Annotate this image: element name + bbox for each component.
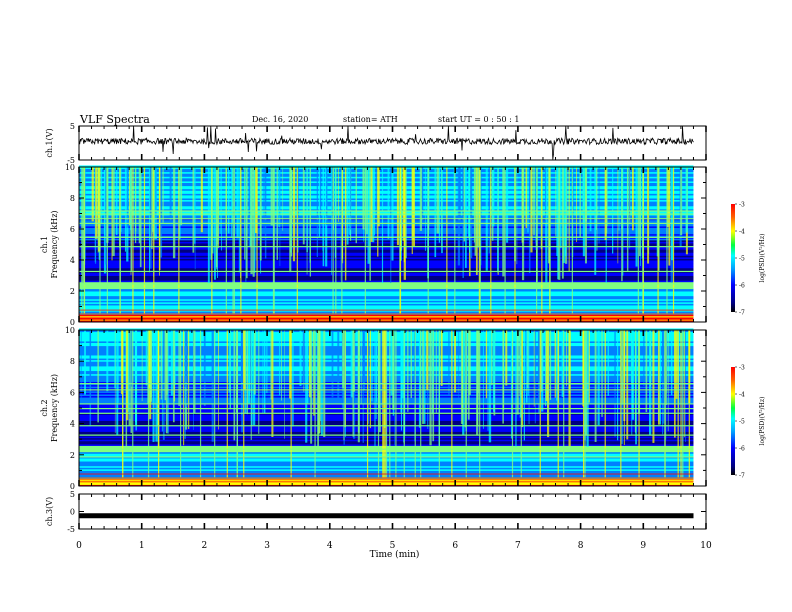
ytick-label: 6 <box>70 225 75 234</box>
ytick-label: 4 <box>70 256 75 265</box>
xtick-label: 0 <box>76 541 82 551</box>
colorbar-tick: -3 <box>739 365 745 372</box>
ytick-label: 8 <box>70 357 75 366</box>
xtick-label: 2 <box>202 541 208 551</box>
ylabel-ch2-spectrogram: Frequency (kHz) <box>50 374 59 442</box>
colorbar-label: log(PSD)(V²/Hz) <box>759 397 766 446</box>
ylabel-ch1-spectrogram: Frequency (kHz) <box>50 210 59 278</box>
figure-title: VLF Spectra <box>80 113 150 126</box>
colorbar-label: log(PSD)(V²/Hz) <box>759 234 766 283</box>
colorbar-tick: -6 <box>739 446 745 453</box>
xtick-label: 6 <box>452 541 458 551</box>
ylabel-ch1-spectrogram: ch.1 <box>40 236 49 253</box>
ytick-label: 2 <box>70 287 75 296</box>
ytick-label: 0 <box>70 482 75 491</box>
xtick-label: 9 <box>640 541 646 551</box>
ytick-label: 0 <box>70 318 75 327</box>
ytick-label: 4 <box>70 420 75 429</box>
colorbar-tick: -4 <box>739 229 745 236</box>
colorbar-tick: -5 <box>739 419 745 426</box>
ylabel-ch3-waveform: ch.3(V) <box>45 497 54 526</box>
x-axis-label: Time (min) <box>370 549 420 560</box>
xtick-label: 7 <box>515 541 521 551</box>
ylabel-ch1-waveform: ch.1(V) <box>45 128 54 157</box>
ch1-spectrogram <box>79 165 694 323</box>
ytick-label: -5 <box>67 156 75 165</box>
ytick-label: 5 <box>70 490 75 499</box>
ytick-label: 8 <box>70 194 75 203</box>
ch2-spectrogram <box>79 328 694 487</box>
xtick-label: 10 <box>700 541 712 551</box>
ytick-label: -5 <box>67 525 75 534</box>
ytick-label: 10 <box>65 326 75 335</box>
xtick-label: 8 <box>578 541 584 551</box>
ch1-waveform-line <box>78 125 694 160</box>
xtick-label: 4 <box>327 541 333 551</box>
date-label: Dec. 16, 2020 <box>252 115 309 124</box>
ytick-label: 10 <box>65 163 75 172</box>
colorbar-tick: -3 <box>739 202 745 209</box>
colorbar-ch1-spectrogram <box>731 204 735 312</box>
ytick-label: 5 <box>70 122 75 131</box>
ylabel-ch2-spectrogram: ch.2 <box>40 399 49 416</box>
xtick-label: 5 <box>390 541 396 551</box>
xtick-label: 3 <box>264 541 270 551</box>
ytick-label: 6 <box>70 388 75 397</box>
start-time-label: start UT = 0 : 50 : 1 <box>438 115 520 124</box>
colorbar-tick: -4 <box>739 392 745 399</box>
colorbar-ch2-spectrogram <box>731 367 735 475</box>
ytick-label: 2 <box>70 451 75 460</box>
colorbar-tick: -7 <box>739 473 745 480</box>
station-label: station= ATH <box>343 115 398 124</box>
xtick-label: 1 <box>139 541 145 551</box>
colorbar-tick: -7 <box>739 310 745 317</box>
colorbar-tick: -6 <box>739 283 745 290</box>
colorbar-tick: -5 <box>739 256 745 263</box>
ytick-label: 0 <box>70 508 75 517</box>
